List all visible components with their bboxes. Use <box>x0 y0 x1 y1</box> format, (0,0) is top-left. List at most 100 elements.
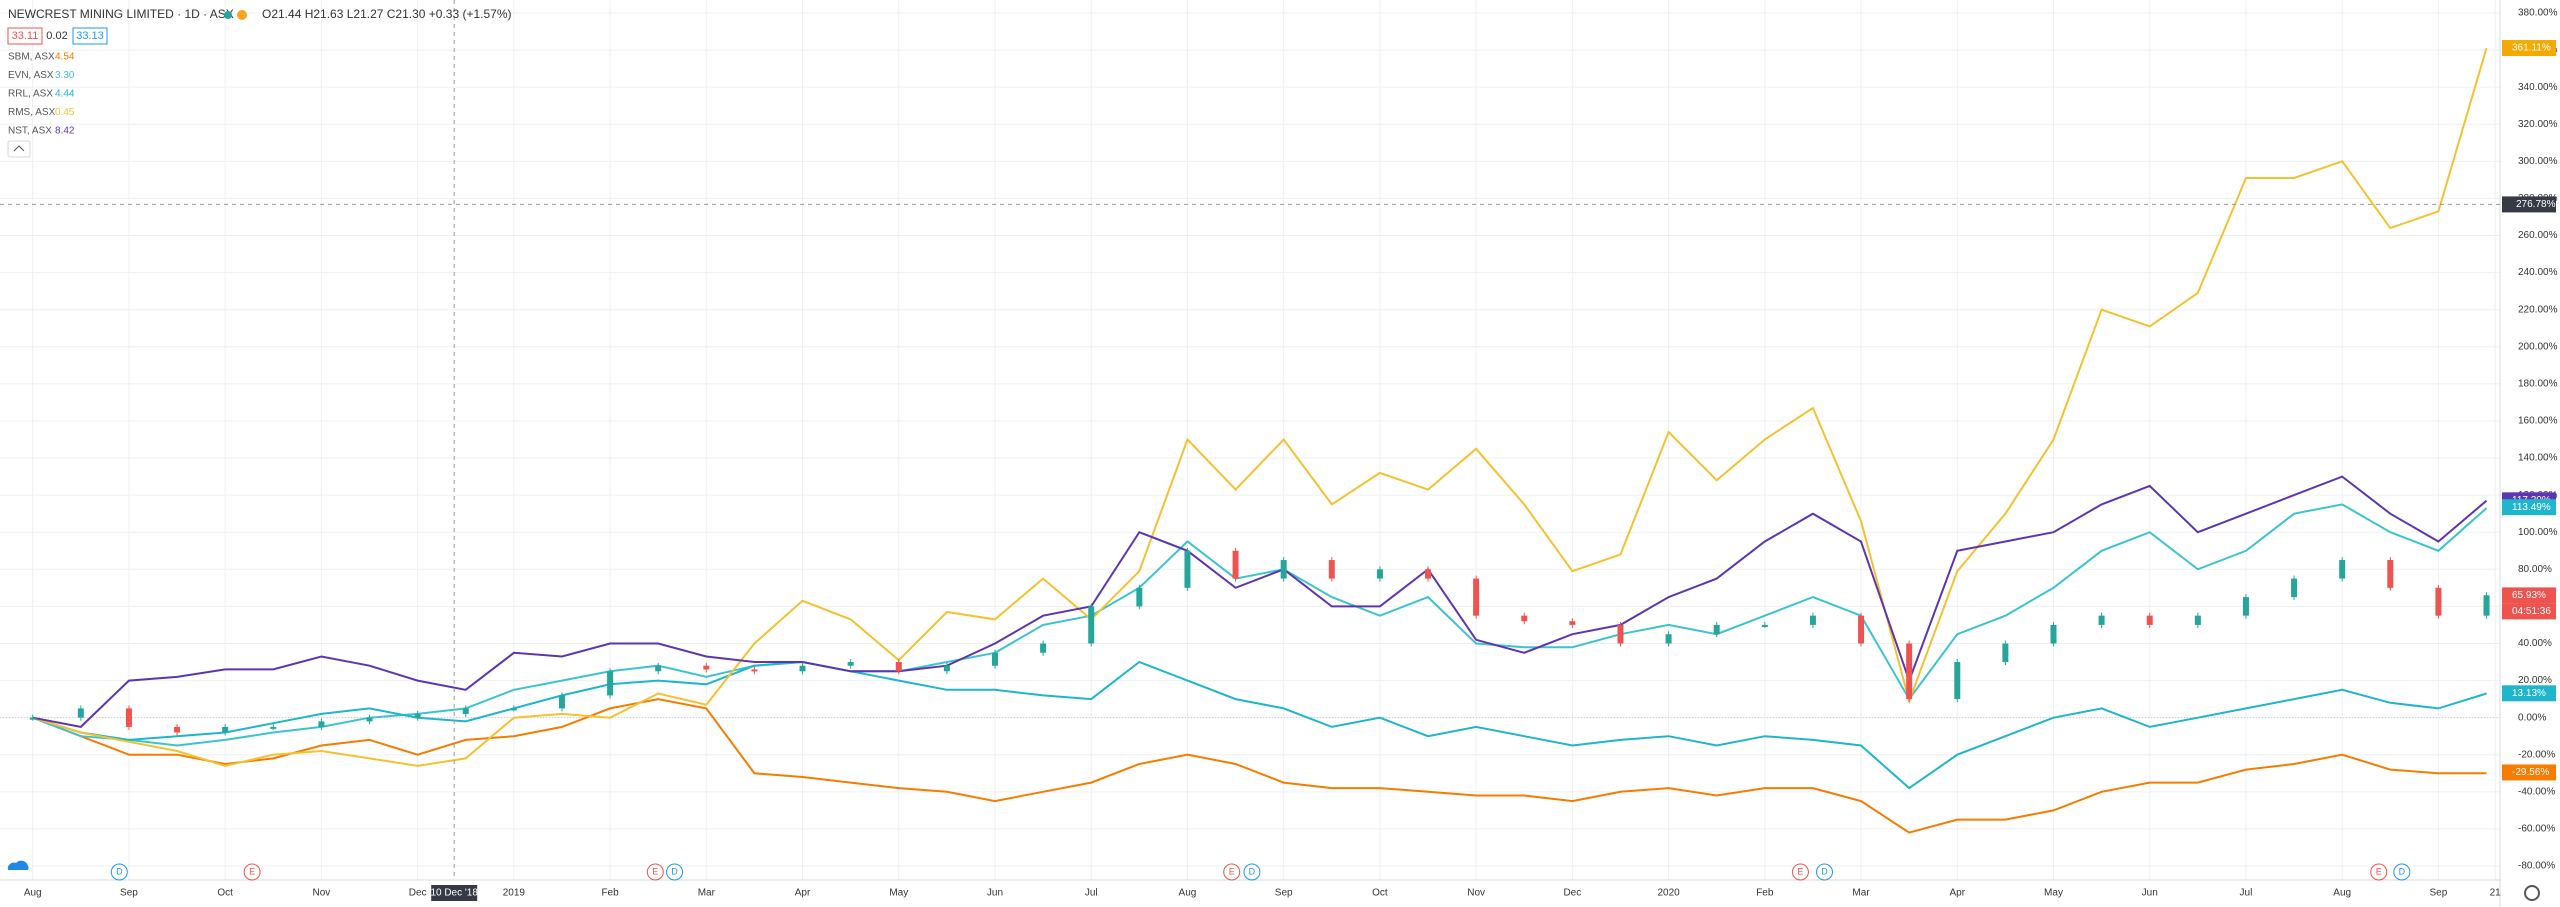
candle <box>2050 624 2057 644</box>
x-tick-label: Jun <box>987 888 1003 899</box>
legend-name: EVN, ASX <box>8 70 54 81</box>
x-tick-label: Jul <box>2240 888 2253 899</box>
candle <box>1665 634 1672 644</box>
x-tick-label: Apr <box>1949 888 1965 899</box>
candle <box>558 695 565 709</box>
crosshair-y-label: 276.78% <box>2516 199 2556 210</box>
candle <box>1280 560 1287 579</box>
y-tick-label: 320.00% <box>2518 119 2558 130</box>
event-marker[interactable] <box>1223 863 1241 881</box>
y-tick-label: 140.00% <box>2518 453 2558 464</box>
x-tick-label: 2020 <box>1657 888 1680 899</box>
candle <box>1088 606 1095 644</box>
price-label: 361.11% <box>2512 43 2551 54</box>
candle <box>2435 587 2442 616</box>
candle <box>1184 550 1191 588</box>
event-marker[interactable] <box>2370 863 2388 881</box>
candle <box>1040 643 1047 653</box>
event-marker[interactable] <box>243 863 261 881</box>
y-tick-label: 100.00% <box>2518 527 2558 538</box>
legend-value: 4.44 <box>55 89 75 100</box>
x-tick-label: Oct <box>217 888 233 899</box>
event-label[interactable]: E <box>1797 866 1803 876</box>
candle <box>270 726 277 729</box>
event-label[interactable]: D <box>1249 866 1256 876</box>
event-label[interactable]: D <box>671 866 678 876</box>
candle <box>1617 624 1624 644</box>
event-label[interactable]: E <box>249 866 255 876</box>
event-marker[interactable] <box>110 863 128 881</box>
candle <box>1232 550 1239 579</box>
candle <box>1809 615 1816 625</box>
ohlc: O21.44 H21.63 L21.27 C21.30 +0.33 (+1.57… <box>262 7 512 21</box>
event-label[interactable]: E <box>1229 866 1235 876</box>
candle <box>1425 569 1432 579</box>
settings-icon[interactable] <box>2524 885 2540 901</box>
event-label[interactable]: D <box>2399 866 2406 876</box>
candle <box>799 665 806 672</box>
series-line <box>32 47 2488 767</box>
candle <box>1569 621 1576 625</box>
x-tick-label: May <box>2044 888 2063 899</box>
sell-button[interactable] <box>7 27 43 45</box>
candle <box>607 671 614 696</box>
event-marker[interactable] <box>666 863 684 881</box>
series-line <box>32 503 2488 747</box>
buy-button[interactable] <box>72 27 108 45</box>
x-tick-label: Dec <box>409 888 427 899</box>
candle <box>2483 595 2490 616</box>
y-tick-label: -20.00% <box>2518 749 2555 760</box>
candle <box>318 721 325 727</box>
legend-value: 4.54 <box>55 52 75 63</box>
candle <box>1521 615 1528 622</box>
collapse-button[interactable] <box>7 140 31 158</box>
x-tick-label: Aug <box>2333 888 2351 899</box>
candle <box>2098 615 2105 625</box>
y-tick-label: 240.00% <box>2518 267 2558 278</box>
event-label[interactable]: E <box>2376 866 2382 876</box>
event-marker[interactable] <box>1791 863 1809 881</box>
price-label-box <box>2502 685 2556 702</box>
y-tick-label: -80.00% <box>2518 861 2555 872</box>
x-tick-label: Sep <box>120 888 138 899</box>
grid <box>0 0 2500 880</box>
sell-price[interactable]: 33.11 <box>12 30 39 42</box>
event-marker[interactable] <box>2393 863 2411 881</box>
price-label: 113.49% <box>2512 502 2551 513</box>
event-label[interactable]: D <box>116 866 123 876</box>
x-tick-label: Aug <box>24 888 42 899</box>
collapse-icon[interactable] <box>13 145 25 152</box>
candle <box>1473 578 1480 616</box>
x-tick-label: 21 <box>2490 888 2502 899</box>
event-marker[interactable] <box>1815 863 1833 881</box>
price-label: -29.56% <box>2512 767 2549 778</box>
candle <box>2146 615 2153 625</box>
crosshair-x-box <box>431 885 478 901</box>
buy-price[interactable]: 33.13 <box>76 30 104 42</box>
legend-name: NST, ASX <box>8 126 52 137</box>
event-label[interactable]: E <box>652 866 658 876</box>
event-marker[interactable] <box>646 863 664 881</box>
price-label-box <box>2502 40 2556 57</box>
price-label-box <box>2502 499 2556 516</box>
spread: 0.02 <box>46 30 67 42</box>
event-marker[interactable] <box>1243 863 1261 881</box>
countdown-box <box>2502 603 2556 620</box>
candle <box>1136 587 1143 607</box>
series-line <box>32 698 2487 834</box>
price-label: 65.93% <box>2512 590 2546 601</box>
candle <box>2242 597 2249 616</box>
cloud-icon[interactable] <box>7 860 29 870</box>
x-tick-label: Jul <box>1085 888 1098 899</box>
candle <box>174 726 181 733</box>
x-tick-label: Dec <box>1563 888 1581 899</box>
candle <box>510 708 517 711</box>
status-dot <box>224 11 232 19</box>
candle <box>29 717 36 720</box>
candle <box>847 662 854 666</box>
event-label[interactable]: D <box>1821 866 1828 876</box>
candle <box>1328 560 1335 579</box>
candle <box>1376 569 1383 579</box>
